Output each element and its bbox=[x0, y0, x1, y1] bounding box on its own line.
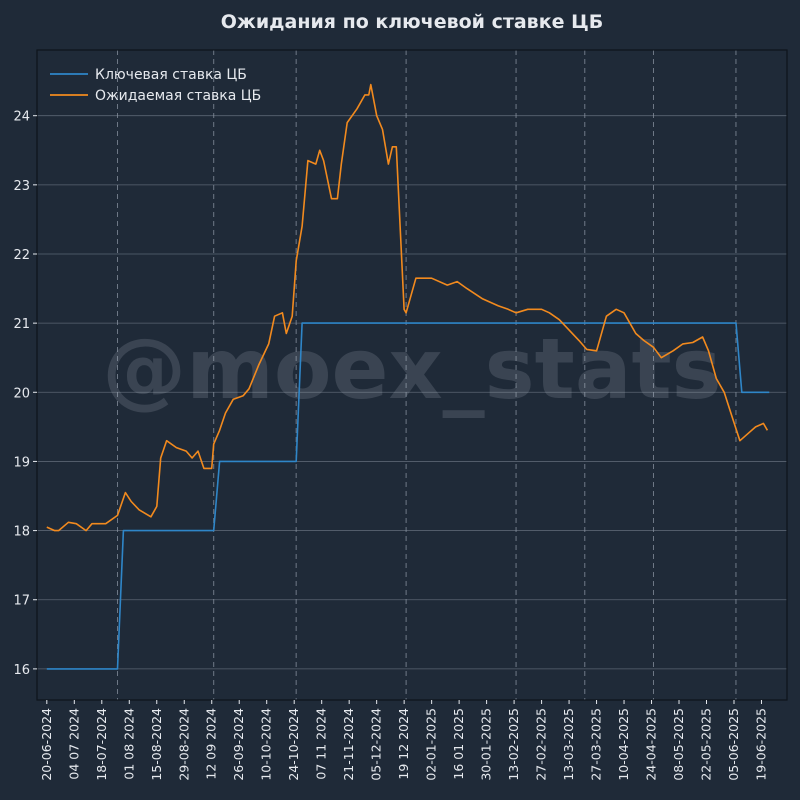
x-tick-label: 16 01 2025 bbox=[451, 708, 466, 780]
y-tick-label: 19 bbox=[13, 455, 30, 470]
x-tick-label: 13-02-2025 bbox=[506, 708, 521, 781]
x-tick-label: 26-09-2024 bbox=[231, 708, 246, 781]
y-tick-label: 16 bbox=[13, 663, 30, 678]
series-layer bbox=[46, 83, 770, 670]
event-lines bbox=[116, 50, 737, 700]
x-tick-label: 13-03-2025 bbox=[561, 708, 576, 781]
x-tick-label: 24-04-2025 bbox=[644, 708, 659, 781]
y-tick-label: 24 bbox=[13, 110, 30, 125]
x-tick-label: 05-12-2024 bbox=[369, 708, 384, 781]
x-axis-ticks: 20-06-2024 04 07 2024 18-07-2024 01 08 2024… bbox=[39, 700, 768, 781]
x-tick-label: 07 11 2024 bbox=[314, 708, 329, 780]
x-tick-label: 01 08 2024 bbox=[121, 708, 136, 780]
x-tick-label: 05-06-2025 bbox=[726, 708, 741, 781]
y-tick-label: 21 bbox=[13, 317, 30, 332]
x-tick-label: 10-04-2025 bbox=[616, 708, 631, 781]
x-tick-label: 27-03-2025 bbox=[589, 708, 604, 781]
x-tick-label: 19 12 2024 bbox=[396, 708, 411, 780]
key-rate-line bbox=[46, 322, 770, 670]
legend-label: Ожидаемая ставка ЦБ bbox=[95, 88, 261, 104]
y-tick-label: 23 bbox=[13, 179, 30, 194]
x-tick-label: 08-05-2025 bbox=[671, 708, 686, 781]
legend-label: Ключевая ставка ЦБ bbox=[95, 67, 247, 83]
x-tick-label: 29-08-2024 bbox=[176, 708, 191, 781]
y-tick-label: 20 bbox=[13, 386, 30, 401]
x-tick-label: 22-05-2025 bbox=[699, 708, 714, 781]
y-axis-ticks: 16 17 18 19 20 21 22 23 24 bbox=[13, 110, 37, 678]
x-tick-label: 10-10-2024 bbox=[259, 708, 274, 781]
watermark: @moex_stats bbox=[102, 320, 721, 418]
x-tick-label: 15-08-2024 bbox=[149, 708, 164, 781]
legend: Ключевая ставка ЦБ Ожидаемая ставка ЦБ bbox=[50, 67, 261, 104]
x-tick-label: 04 07 2024 bbox=[66, 708, 81, 780]
x-tick-label: 19-06-2025 bbox=[753, 708, 768, 781]
y-tick-label: 17 bbox=[13, 594, 30, 609]
x-tick-label: 02-01-2025 bbox=[424, 708, 439, 781]
x-tick-label: 21-11-2024 bbox=[341, 708, 356, 781]
x-tick-label: 12 09 2024 bbox=[204, 708, 219, 780]
x-tick-label: 30-01-2025 bbox=[479, 708, 494, 781]
y-tick-label: 22 bbox=[13, 248, 30, 263]
x-tick-label: 20-06-2024 bbox=[39, 708, 54, 781]
chart-title: Ожидания по ключевой ставке ЦБ bbox=[221, 11, 603, 33]
x-tick-label: 18-07-2024 bbox=[94, 708, 109, 781]
plot-frame bbox=[36, 49, 788, 701]
x-tick-label: 24-10-2024 bbox=[286, 708, 301, 781]
x-tick-label: 27-02-2025 bbox=[534, 708, 549, 781]
y-tick-label: 18 bbox=[13, 525, 30, 540]
expected-rate-line bbox=[46, 83, 769, 532]
